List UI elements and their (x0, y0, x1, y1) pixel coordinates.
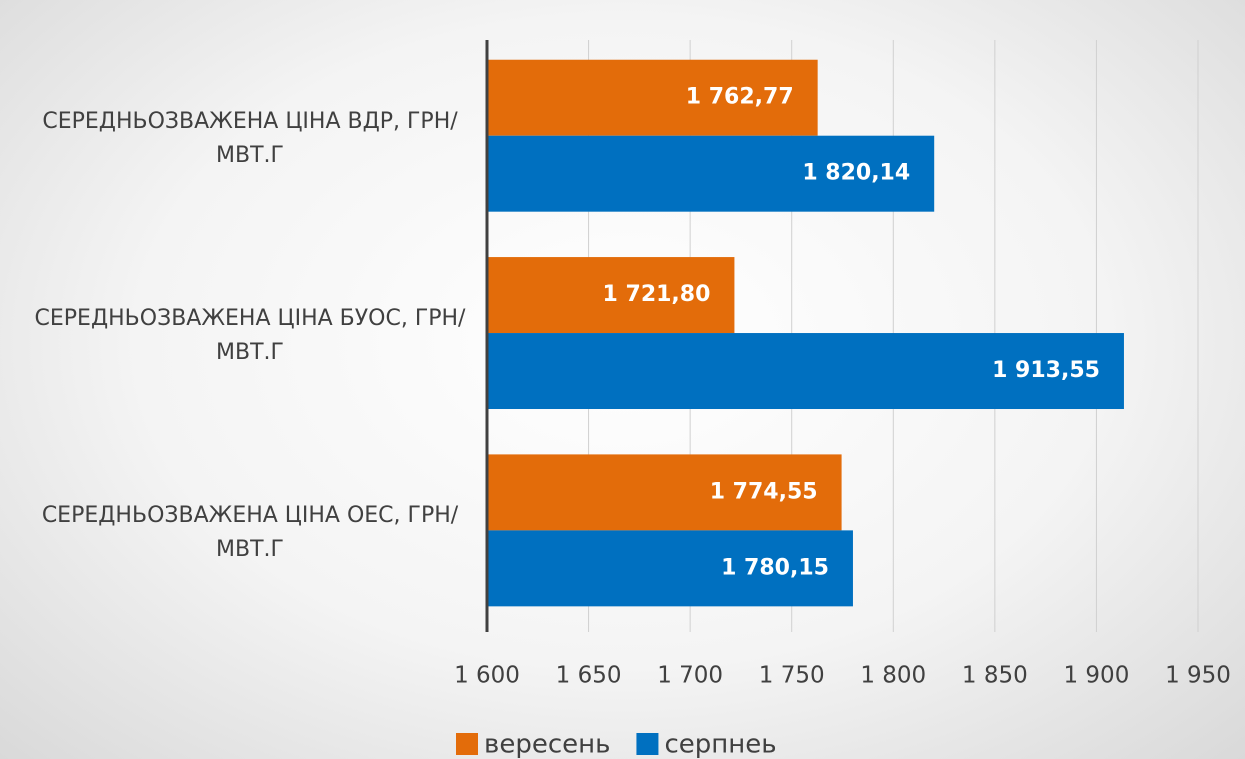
x-tick-label: 1 750 (759, 663, 825, 689)
category-label: СЕРЕДНЬОЗВАЖЕНА ЦІНА ОЕС, ГРН/МВТ.Г (41, 503, 459, 563)
x-tick-label: 1 850 (962, 663, 1028, 689)
bar (487, 454, 842, 531)
data-label: 1 762,77 (686, 85, 794, 110)
legend-swatch (456, 733, 478, 755)
data-label: 1 774,55 (710, 479, 818, 504)
bar (487, 257, 735, 334)
x-tick-label: 1 800 (860, 663, 926, 689)
x-tick-label: 1 650 (556, 663, 622, 689)
x-tick-label: 1 600 (454, 663, 520, 689)
category-label: СЕРЕДНЬОЗВАЖЕНА ЦІНА БУОС, ГРН/МВТ.Г (34, 306, 466, 365)
bar (487, 59, 818, 136)
legend-label: вересень (484, 730, 610, 759)
x-tick-label: 1 900 (1063, 663, 1129, 689)
legend-label: серпнеь (664, 730, 776, 759)
legend-swatch (636, 733, 659, 755)
data-label: 1 780,15 (721, 555, 829, 580)
x-tick-label: 1 700 (657, 663, 723, 689)
bar (487, 333, 1124, 410)
x-tick-label: 1 950 (1165, 663, 1231, 689)
data-label: 1 820,14 (802, 161, 910, 186)
bar (487, 530, 853, 607)
data-label: 1 721,80 (603, 282, 711, 307)
bar (487, 135, 935, 212)
category-label: СЕРЕДНЬОЗВАЖЕНА ЦІНА ВДР, ГРН/МВТ.Г (42, 108, 458, 168)
data-label: 1 913,55 (992, 358, 1100, 383)
